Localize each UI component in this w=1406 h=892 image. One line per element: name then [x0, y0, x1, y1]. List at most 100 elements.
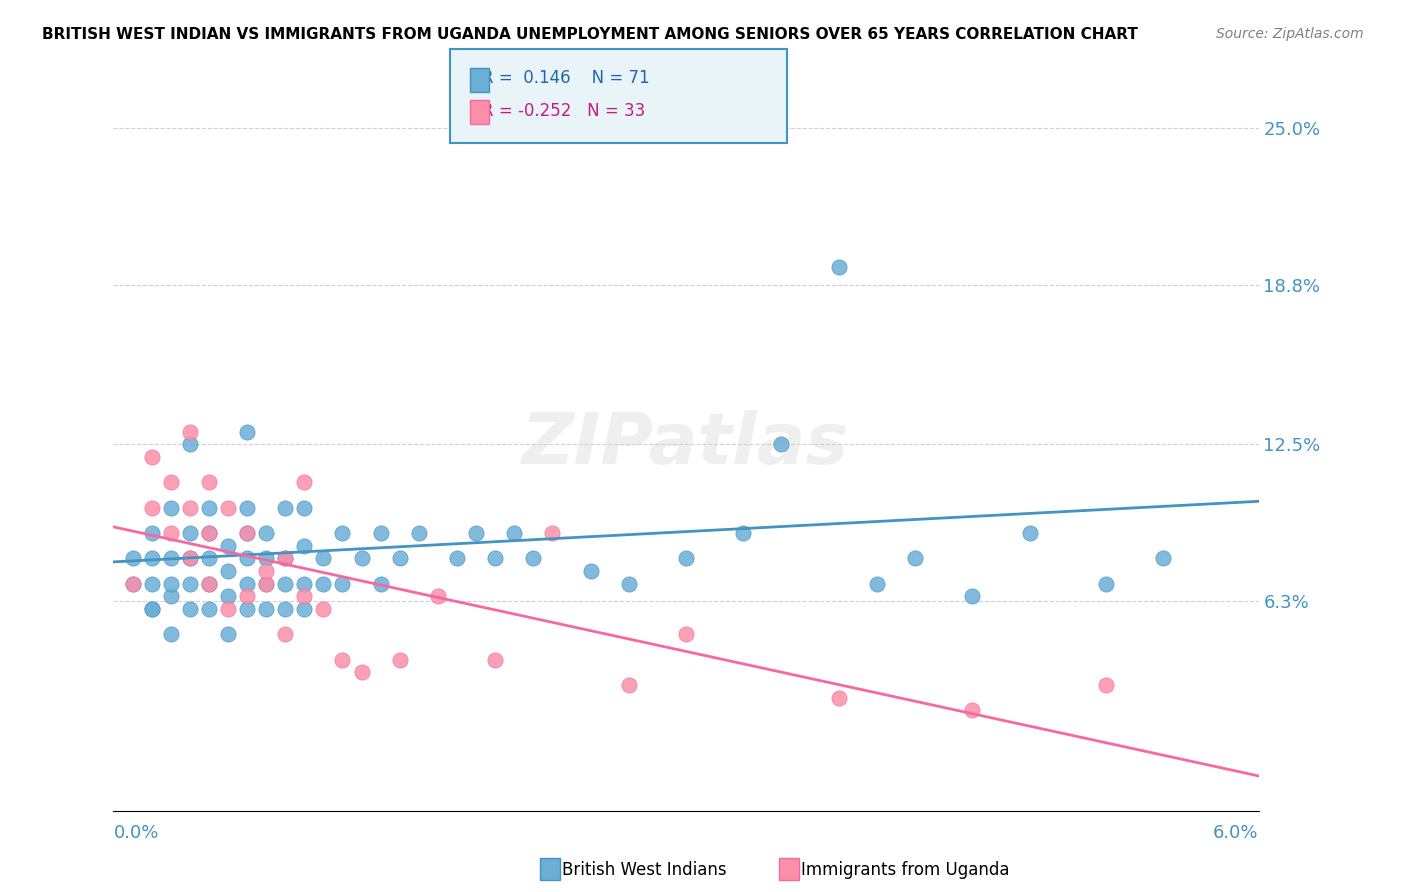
Point	[579, 564, 602, 578]
Point	[312, 602, 335, 616]
Point	[1152, 551, 1174, 566]
Point	[332, 576, 354, 591]
Point	[828, 260, 851, 275]
Point	[675, 551, 697, 566]
Text: Immigrants from Uganda: Immigrants from Uganda	[801, 861, 1010, 879]
Point	[274, 576, 297, 591]
Point	[541, 526, 564, 541]
Point	[962, 703, 984, 717]
Point	[254, 526, 277, 541]
Point	[292, 539, 315, 553]
Point	[350, 551, 373, 566]
Point	[274, 551, 297, 566]
Point	[484, 652, 506, 666]
Point	[332, 652, 354, 666]
Point	[675, 627, 697, 641]
Point	[198, 526, 221, 541]
Point	[332, 526, 354, 541]
Point	[446, 551, 468, 566]
Point	[1095, 678, 1118, 692]
Point	[274, 551, 297, 566]
Point	[198, 500, 221, 515]
Point	[292, 602, 315, 616]
Point	[236, 500, 259, 515]
Point	[408, 526, 430, 541]
Point	[254, 576, 277, 591]
Point	[770, 437, 793, 451]
Point	[179, 437, 201, 451]
Point	[274, 602, 297, 616]
Point	[217, 627, 239, 641]
Point	[312, 551, 335, 566]
Point	[274, 627, 297, 641]
Point	[1095, 576, 1118, 591]
Point	[141, 551, 163, 566]
Point	[141, 500, 163, 515]
Point	[254, 576, 277, 591]
Point	[236, 590, 259, 604]
Point	[292, 500, 315, 515]
Point	[179, 425, 201, 439]
Text: 6.0%: 6.0%	[1213, 824, 1258, 842]
Point	[370, 526, 392, 541]
Point	[159, 576, 181, 591]
Point	[217, 564, 239, 578]
Point	[236, 526, 259, 541]
Point	[159, 551, 181, 566]
Point	[312, 576, 335, 591]
Point	[350, 665, 373, 680]
Point	[159, 526, 181, 541]
Point	[254, 602, 277, 616]
Point	[217, 539, 239, 553]
Point	[217, 590, 239, 604]
Point	[962, 590, 984, 604]
Point	[179, 576, 201, 591]
Point	[159, 475, 181, 490]
Point	[1018, 526, 1040, 541]
Point	[159, 500, 181, 515]
Point	[141, 450, 163, 464]
Point	[426, 590, 449, 604]
Point	[292, 590, 315, 604]
Point	[198, 526, 221, 541]
Point	[198, 475, 221, 490]
Point	[217, 602, 239, 616]
Point	[866, 576, 889, 591]
Point	[179, 500, 201, 515]
Point	[179, 551, 201, 566]
Point	[236, 576, 259, 591]
Text: BRITISH WEST INDIAN VS IMMIGRANTS FROM UGANDA UNEMPLOYMENT AMONG SENIORS OVER 65: BRITISH WEST INDIAN VS IMMIGRANTS FROM U…	[42, 27, 1137, 42]
Text: R = -0.252   N = 33: R = -0.252 N = 33	[482, 103, 645, 120]
Point	[617, 678, 640, 692]
Point	[198, 602, 221, 616]
Text: ZIPatlas: ZIPatlas	[522, 410, 849, 479]
Point	[159, 590, 181, 604]
Text: Source: ZipAtlas.com: Source: ZipAtlas.com	[1216, 27, 1364, 41]
Point	[159, 627, 181, 641]
Point	[617, 576, 640, 591]
Point	[121, 576, 143, 591]
Point	[121, 551, 143, 566]
Point	[141, 602, 163, 616]
Point	[503, 526, 526, 541]
Point	[388, 551, 411, 566]
Point	[198, 576, 221, 591]
Text: 0.0%: 0.0%	[114, 824, 159, 842]
Point	[179, 526, 201, 541]
Point	[217, 500, 239, 515]
Point	[236, 526, 259, 541]
Point	[522, 551, 544, 566]
Point	[274, 500, 297, 515]
Point	[828, 690, 851, 705]
Point	[292, 576, 315, 591]
Point	[292, 475, 315, 490]
Point	[141, 576, 163, 591]
Point	[141, 602, 163, 616]
Point	[465, 526, 488, 541]
Point	[179, 602, 201, 616]
Point	[254, 551, 277, 566]
Point	[236, 551, 259, 566]
Point	[236, 425, 259, 439]
Text: British West Indians: British West Indians	[562, 861, 727, 879]
Point	[198, 551, 221, 566]
